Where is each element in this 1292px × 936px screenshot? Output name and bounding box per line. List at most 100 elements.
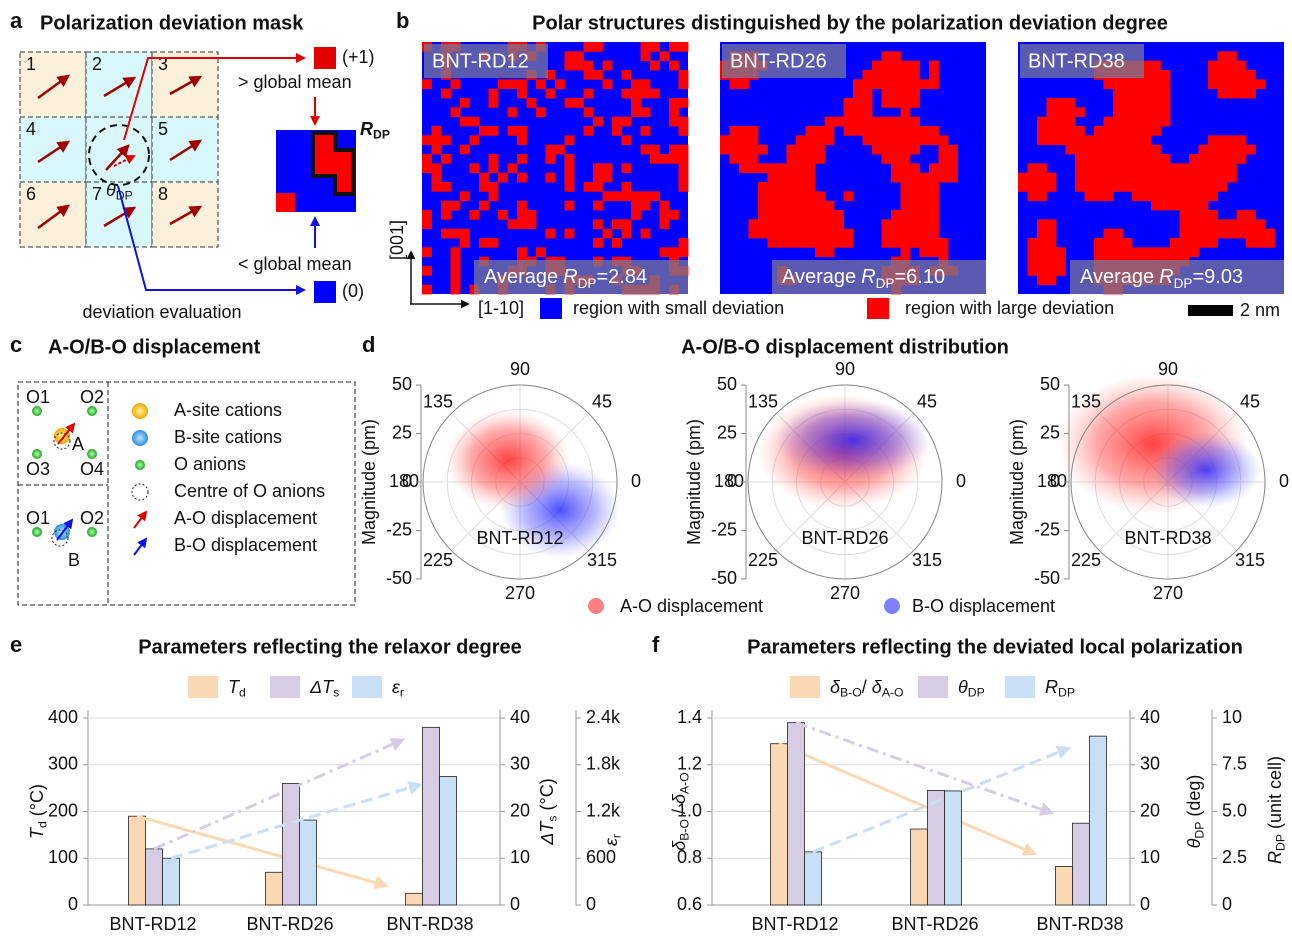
polar-plots: 90 45 0 315 270 225 180 135 50 25 0 -25 -50 Magnitude… (359, 359, 1289, 603)
map-cell (1160, 107, 1171, 118)
map-cell (669, 60, 679, 71)
map-cell (479, 172, 489, 183)
map-cell (1141, 154, 1152, 164)
angle-label: 180 (389, 471, 419, 491)
map-cell (929, 228, 939, 239)
map-cell (593, 238, 603, 248)
map-cell (900, 60, 911, 71)
map-cell (1141, 60, 1152, 71)
map-cell (1113, 154, 1123, 164)
map-cell (1217, 70, 1228, 80)
map-cell (881, 98, 892, 108)
map-cell (815, 144, 825, 155)
map-cell (1208, 238, 1218, 248)
text-part: DP (1193, 822, 1207, 839)
map-cell (1227, 135, 1237, 146)
text-part: θ (958, 677, 968, 697)
map-cell (602, 163, 613, 174)
map-cell (460, 228, 470, 239)
map-cell (545, 88, 556, 99)
map-cell (862, 88, 873, 99)
atom (87, 406, 97, 416)
y2-tick-label: 10 (510, 847, 530, 867)
bar (265, 871, 283, 906)
y2-tick-label: 10 (1140, 847, 1160, 867)
map-cell (450, 247, 461, 258)
angle-label: 270 (505, 583, 535, 603)
axis-label: [1-10] (478, 298, 524, 318)
point-cloud (1151, 432, 1261, 508)
map-cell (1160, 163, 1171, 174)
text-part: R (360, 119, 373, 139)
map-cell (900, 70, 911, 80)
text-part: = (596, 266, 608, 288)
map-cell (1056, 98, 1066, 108)
map-cell (517, 219, 527, 230)
legend-label: region with small deviation (573, 298, 784, 318)
map-cell (1179, 210, 1190, 220)
legend-swatch (314, 281, 336, 303)
map-cell (1236, 135, 1247, 146)
map-cell (872, 60, 882, 71)
map-cell (824, 135, 835, 146)
map-cell (910, 163, 920, 174)
map-cell (910, 135, 920, 146)
map-cell (1179, 238, 1190, 248)
map-cell (564, 98, 575, 108)
map-cell (1065, 107, 1076, 118)
map-cell (1037, 126, 1047, 136)
map-cell (498, 172, 508, 183)
text-part: DP (373, 128, 390, 142)
map-cell (422, 210, 432, 220)
map-cell (853, 126, 863, 136)
y3-tick-label: 0 (1222, 894, 1232, 914)
map-cell (507, 79, 518, 90)
map-cell (1065, 98, 1076, 108)
map-cell (1056, 266, 1066, 276)
map-cell (564, 172, 575, 183)
text-part: s (333, 686, 339, 700)
map-cell (1141, 126, 1152, 136)
map-cell (450, 256, 461, 267)
map-cell (1198, 154, 1209, 164)
map-cell (593, 219, 603, 230)
map-cell (612, 219, 622, 230)
map-cell (1103, 182, 1114, 192)
map-cell (1255, 228, 1266, 239)
legend-label: εr (392, 677, 404, 700)
map-cell (545, 154, 556, 164)
map-cell (1132, 126, 1142, 136)
y3-axis-title: RDP (unit cell) (1265, 756, 1288, 864)
chart: e Parameters reflecting the relaxor degre… (10, 632, 624, 934)
map-label: BNT-RD26 (730, 50, 827, 72)
map-cell (650, 42, 660, 52)
map-cell (678, 79, 689, 90)
map-cell (843, 191, 854, 202)
map-cell (786, 219, 797, 230)
centre (53, 432, 71, 450)
cell (19, 51, 87, 118)
arrow (113, 155, 136, 167)
map-cell (460, 116, 470, 127)
map-cell (1141, 70, 1152, 80)
map-cell (640, 126, 651, 136)
legend-label: ΔTs (309, 677, 339, 700)
map-cell (910, 210, 920, 220)
map-cell (910, 88, 920, 99)
map-cell (881, 51, 892, 62)
trend-arrowhead (389, 737, 406, 751)
text-part: R (861, 266, 875, 288)
map-cell (450, 284, 461, 295)
arrow (169, 75, 203, 96)
angle-label: 315 (1235, 550, 1265, 570)
map-cell (805, 172, 816, 183)
atom (87, 527, 97, 537)
map-cell (1179, 182, 1190, 192)
map-cell (441, 88, 451, 99)
legend-label: Td (228, 677, 246, 700)
arrow (37, 204, 71, 230)
map-cell (678, 238, 689, 248)
map-cell (564, 182, 575, 192)
map-cell (450, 266, 461, 276)
